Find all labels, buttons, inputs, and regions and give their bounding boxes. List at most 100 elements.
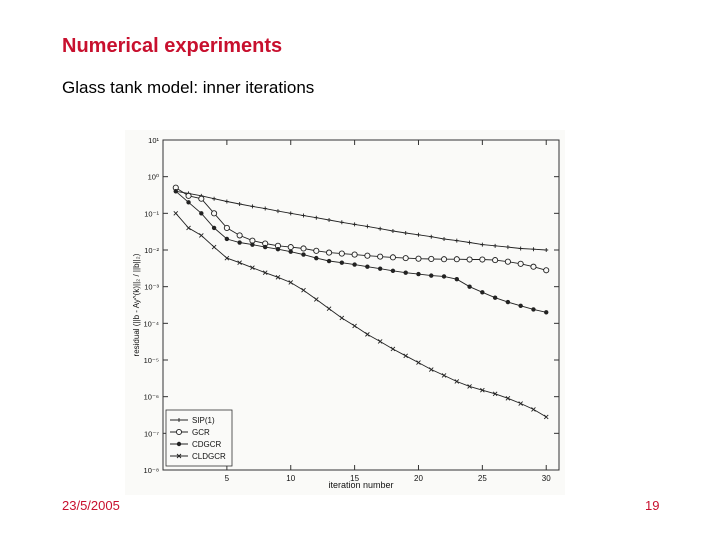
data-point-sip-1 bbox=[403, 231, 408, 236]
x-tick-label: 30 bbox=[542, 474, 551, 483]
data-point-cdgcr bbox=[314, 255, 319, 261]
data-point-sip-1 bbox=[301, 213, 306, 218]
data-point-cdgcr bbox=[531, 307, 536, 312]
data-point-sip-1 bbox=[275, 209, 280, 214]
y-tick-label: 10¹ bbox=[148, 136, 159, 145]
data-point-cldgcr bbox=[543, 414, 549, 420]
data-point-cldgcr bbox=[492, 391, 498, 397]
data-point-gcr bbox=[530, 263, 537, 270]
data-point-sip-1 bbox=[493, 243, 498, 248]
y-tick-label: 10⁻¹ bbox=[144, 209, 159, 218]
legend-label-cldgcr: CLDGCR bbox=[192, 452, 226, 461]
data-point-sip-1 bbox=[339, 220, 344, 225]
data-point-cdgcr bbox=[211, 225, 217, 231]
data-point-cdgcr bbox=[326, 258, 332, 264]
data-point-gcr bbox=[223, 224, 230, 231]
data-point-cldgcr bbox=[326, 306, 332, 312]
data-point-sip-1 bbox=[212, 196, 217, 201]
data-point-cdgcr bbox=[301, 252, 306, 257]
data-point-cldgcr bbox=[454, 379, 460, 384]
data-point-cldgcr bbox=[275, 274, 281, 280]
data-point-cldgcr bbox=[262, 270, 268, 276]
footer-date: 23/5/2005 bbox=[62, 498, 120, 513]
data-point-sip-1 bbox=[442, 236, 447, 241]
data-point-sip-1 bbox=[518, 246, 523, 251]
data-point-cldgcr bbox=[211, 244, 217, 250]
data-point-cdgcr bbox=[186, 200, 191, 205]
data-point-cdgcr bbox=[403, 270, 408, 275]
data-point-sip-1 bbox=[454, 238, 459, 243]
data-point-cdgcr bbox=[250, 242, 255, 247]
data-point-cdgcr bbox=[288, 249, 293, 254]
y-tick-label: 10⁰ bbox=[148, 173, 159, 182]
data-point-cldgcr bbox=[301, 287, 306, 293]
x-tick-label: 10 bbox=[286, 474, 295, 483]
data-point-gcr bbox=[492, 257, 499, 264]
data-point-cdgcr bbox=[429, 273, 434, 278]
data-point-cldgcr bbox=[403, 353, 409, 359]
data-point-cldgcr bbox=[531, 407, 536, 412]
series-line-cdgcr bbox=[175, 190, 547, 313]
data-point-gcr bbox=[428, 255, 435, 263]
data-point-cldgcr bbox=[339, 315, 345, 321]
x-tick-label: 20 bbox=[414, 474, 423, 483]
residual-convergence-chart: 10¹ 10⁰ 10⁻¹ 10⁻² 10⁻³ 10⁻⁴ 10⁻⁵ 10⁻⁶ 10⁻⁷ 10⁻⁸ 5… bbox=[125, 130, 565, 495]
y-tick-label: 10⁻² bbox=[144, 246, 159, 255]
data-point-cdgcr bbox=[199, 211, 204, 216]
y-tick-label: 10⁻⁵ bbox=[144, 356, 159, 365]
series-line-cldgcr bbox=[175, 213, 547, 418]
data-point-cldgcr bbox=[390, 346, 396, 352]
data-point-cdgcr bbox=[262, 244, 268, 250]
data-point-gcr bbox=[377, 253, 384, 260]
data-point-cldgcr bbox=[224, 255, 230, 261]
data-point-cdgcr bbox=[275, 247, 281, 252]
data-point-cdgcr bbox=[173, 189, 178, 194]
legend-marker-gcr bbox=[175, 428, 183, 436]
data-point-sip-1 bbox=[429, 234, 434, 239]
data-point-cldgcr bbox=[518, 401, 523, 406]
legend-box bbox=[165, 409, 233, 467]
y-tick-label: 10⁻⁷ bbox=[144, 429, 159, 438]
data-point-gcr bbox=[479, 256, 486, 263]
data-point-cldgcr bbox=[173, 211, 179, 216]
data-point-cdgcr bbox=[480, 290, 485, 295]
data-point-sip-1 bbox=[237, 201, 242, 206]
legend-marker-cdgcr bbox=[176, 441, 182, 447]
legend-label-cdgcr: CDGCR bbox=[192, 440, 222, 449]
data-point-cldgcr bbox=[480, 387, 485, 393]
data-point-gcr bbox=[236, 232, 243, 239]
data-point-gcr bbox=[453, 256, 460, 263]
slide-subtitle: Glass tank model: inner iterations bbox=[62, 78, 315, 97]
plot-frame bbox=[162, 139, 560, 471]
data-point-gcr bbox=[466, 256, 473, 263]
legend-label-gcr: GCR bbox=[192, 428, 210, 437]
data-point-cdgcr bbox=[339, 260, 345, 265]
data-point-sip-1 bbox=[263, 206, 268, 211]
data-point-cdgcr bbox=[390, 268, 396, 274]
data-point-cldgcr bbox=[377, 339, 383, 344]
data-point-cldgcr bbox=[365, 332, 370, 337]
data-point-sip-1 bbox=[480, 242, 485, 247]
data-point-sip-1 bbox=[352, 222, 357, 227]
data-point-sip-1 bbox=[544, 248, 549, 252]
data-point-sip-1 bbox=[365, 224, 370, 229]
data-point-cldgcr bbox=[441, 373, 447, 378]
data-point-gcr bbox=[415, 255, 422, 262]
data-point-sip-1 bbox=[378, 226, 383, 231]
data-point-cldgcr bbox=[505, 396, 511, 401]
data-point-cldgcr bbox=[250, 265, 255, 270]
x-tick-label: 15 bbox=[350, 474, 359, 483]
data-point-cdgcr bbox=[518, 303, 523, 309]
legend-marker-sip-1 bbox=[177, 418, 181, 422]
data-point-cdgcr bbox=[377, 266, 383, 271]
x-axis-label: iteration number bbox=[328, 480, 393, 490]
data-point-cldgcr bbox=[288, 280, 294, 285]
data-point-cldgcr bbox=[313, 297, 319, 302]
data-point-gcr bbox=[364, 252, 371, 259]
data-point-gcr bbox=[326, 249, 333, 256]
data-point-sip-1 bbox=[531, 247, 536, 252]
data-point-sip-1 bbox=[467, 240, 472, 245]
data-point-sip-1 bbox=[390, 228, 395, 233]
data-point-cldgcr bbox=[428, 367, 434, 372]
x-tick-label: 5 bbox=[225, 474, 230, 483]
